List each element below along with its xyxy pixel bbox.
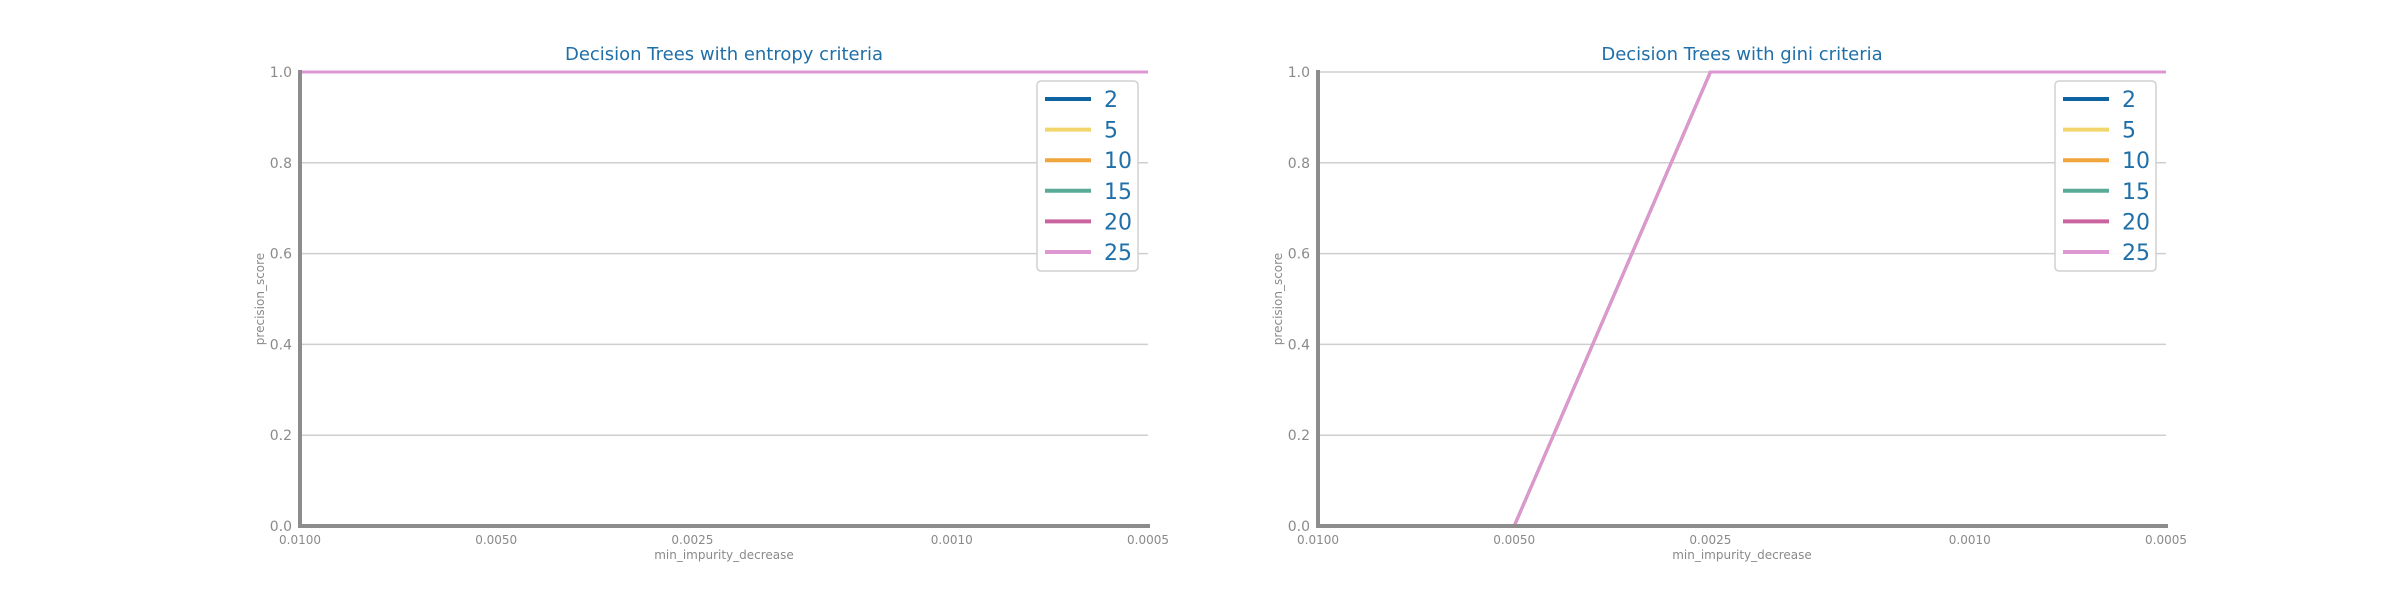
series-line-2 <box>1318 70 2166 528</box>
series-line-20 <box>1318 70 2166 528</box>
series-line-25 <box>1318 70 2166 528</box>
x-axis-label: min_impurity_decrease <box>654 548 794 562</box>
x-tick-label: 0.0010 <box>931 533 973 547</box>
y-tick-label: 0.0 <box>1288 519 1310 535</box>
legend-label-10: 10 <box>1104 149 1132 174</box>
y-tick-label: 0.8 <box>1288 156 1310 172</box>
x-tick-label: 0.0005 <box>2145 533 2187 547</box>
y-tick-label: 1.0 <box>1288 65 1310 81</box>
y-tick-label: 1.0 <box>270 65 292 81</box>
legend-label-20: 20 <box>1104 210 1132 235</box>
y-tick-label: 0.4 <box>1288 337 1310 353</box>
chart-gini: Decision Trees with gini criteria 0.0 0.2 0… <box>1271 44 2187 562</box>
legend-label-25: 25 <box>2122 241 2150 266</box>
y-tick-label: 0.2 <box>1288 428 1310 444</box>
x-tick-label: 0.0025 <box>671 533 713 547</box>
legend-label-5: 5 <box>2122 119 2136 144</box>
y-tick-label: 0.2 <box>270 428 292 444</box>
chart-title: Decision Trees with entropy criteria <box>565 44 883 65</box>
y-axis-label: precision_score <box>253 253 267 345</box>
y-tick-label: 0.6 <box>270 247 292 263</box>
series-line-5 <box>1318 70 2166 528</box>
y-tick-label: 0.0 <box>270 519 292 535</box>
legend-label-5: 5 <box>1104 119 1118 144</box>
legend-label-20: 20 <box>2122 210 2150 235</box>
legend-label-10: 10 <box>2122 149 2150 174</box>
x-tick-label: 0.0005 <box>1127 533 1169 547</box>
y-tick-label: 0.8 <box>270 156 292 172</box>
y-tick-label: 0.4 <box>270 337 292 353</box>
chart-entropy: Decision Trees with entropy criteria0.00… <box>253 44 1169 562</box>
x-tick-label: 0.0100 <box>1297 533 1339 547</box>
series-line-10 <box>1318 70 2166 528</box>
x-axis-label: min_impurity_decrease <box>1672 548 1812 562</box>
y-axis-label: precision_score <box>1271 253 1285 345</box>
x-tick-label: 0.0050 <box>475 533 517 547</box>
legend-label-15: 15 <box>1104 180 1132 205</box>
legend-label-25: 25 <box>1104 241 1132 266</box>
y-tick-label: 0.6 <box>1288 247 1310 263</box>
legend-label-2: 2 <box>2122 88 2136 113</box>
x-tick-label: 0.0050 <box>1493 533 1535 547</box>
x-tick-label: 0.0100 <box>279 533 321 547</box>
chart-title: Decision Trees with gini criteria <box>1601 44 1882 65</box>
x-tick-label: 0.0025 <box>1689 533 1731 547</box>
legend-label-15: 15 <box>2122 180 2150 205</box>
x-tick-label: 0.0010 <box>1949 533 1991 547</box>
series-line-15 <box>1318 70 2166 528</box>
legend-label-2: 2 <box>1104 88 1118 113</box>
